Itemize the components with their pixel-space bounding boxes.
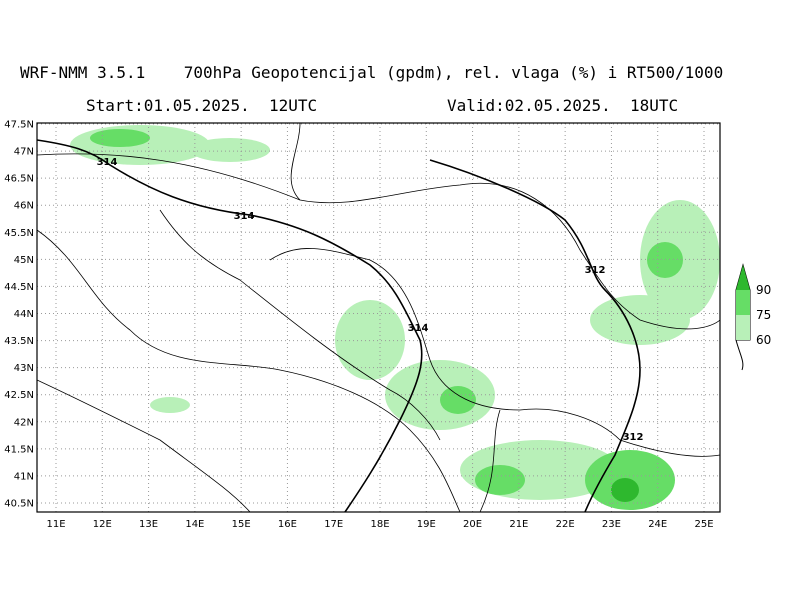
border (269, 248, 721, 457)
lon-label: 25E (694, 519, 713, 530)
humidity-area (611, 478, 639, 502)
lon-label: 15E (232, 519, 251, 530)
axis-labels: 47.5N 47N 46.5N 46N 45.5N 45N 44.5N 44N 43.5N 43N… (4, 120, 713, 531)
lat-label: 47.5N (4, 120, 34, 131)
lat-label: 43N (14, 363, 34, 374)
lon-label: 11E (46, 519, 65, 530)
lon-label: 23E (602, 519, 621, 530)
humidity-shading (70, 125, 720, 510)
lon-label: 12E (93, 519, 112, 530)
lat-label: 43.5N (4, 336, 34, 347)
map-frame (36, 122, 721, 513)
legend-label: 90 (756, 283, 771, 297)
lon-label: 18E (370, 519, 389, 530)
legend-swatch (736, 265, 750, 290)
border (479, 409, 501, 513)
lat-label: 45N (14, 255, 34, 266)
humidity-area (647, 242, 683, 278)
lon-label: 20E (463, 519, 482, 530)
contour-label: 314 (97, 157, 118, 168)
lat-label: 42N (14, 417, 34, 428)
humidity-area (440, 386, 476, 414)
humidity-area (90, 129, 150, 147)
humidity-area (150, 397, 190, 413)
lat-label: 45.5N (4, 228, 34, 239)
contour-312 (429, 159, 641, 513)
lon-label: 14E (185, 519, 204, 530)
legend-tail (735, 339, 744, 371)
title: WRF-NMM 3.5.1 700hPa Geopotencijal (gpdm… (20, 63, 723, 82)
valid-time: Valid:02.05.2025. 18UTC (447, 96, 678, 115)
lat-label: 44.5N (4, 282, 34, 293)
grid (37, 123, 720, 512)
legend-swatch (736, 290, 750, 315)
humidity-area (190, 138, 270, 162)
lat-label: 47N (14, 147, 34, 158)
lon-label: 17E (324, 519, 343, 530)
legend: 90 75 60 (735, 263, 771, 371)
humidity-area (70, 125, 210, 165)
humidity-area (335, 300, 405, 380)
lon-label: 21E (509, 519, 528, 530)
lat-label: 46N (14, 201, 34, 212)
lat-label: 46.5N (4, 174, 34, 185)
contour-label: 314 (408, 323, 429, 334)
start-time: Start:01.05.2025. 12UTC (86, 96, 317, 115)
geopotential-contours (36, 139, 641, 513)
contour-labels: 314 314 314 312 312 (97, 157, 644, 443)
lat-label: 41.5N (4, 444, 34, 455)
coastline (36, 229, 461, 513)
lon-label: 16E (278, 519, 297, 530)
legend-swatch (736, 315, 750, 340)
legend-label: 75 (756, 308, 771, 322)
humidity-area (475, 465, 525, 495)
contour-label: 312 (623, 432, 644, 443)
lon-label: 19E (417, 519, 436, 530)
legend-label: 60 (756, 333, 771, 347)
contour-label: 314 (234, 211, 255, 222)
lat-label: 40.5N (4, 499, 34, 510)
lon-label: 22E (556, 519, 575, 530)
humidity-area (385, 360, 495, 430)
coastline (159, 209, 441, 441)
coastline (36, 379, 251, 513)
contour-314 (36, 139, 423, 513)
borders (36, 122, 721, 513)
lat-label: 41N (14, 471, 34, 482)
border (36, 153, 301, 201)
map-area: 314 314 314 312 312 (36, 122, 721, 513)
contour-label: 312 (585, 265, 606, 276)
lat-label: 44N (14, 309, 34, 320)
lon-label: 13E (139, 519, 158, 530)
lon-label: 24E (648, 519, 667, 530)
lat-label: 42.5N (4, 390, 34, 401)
